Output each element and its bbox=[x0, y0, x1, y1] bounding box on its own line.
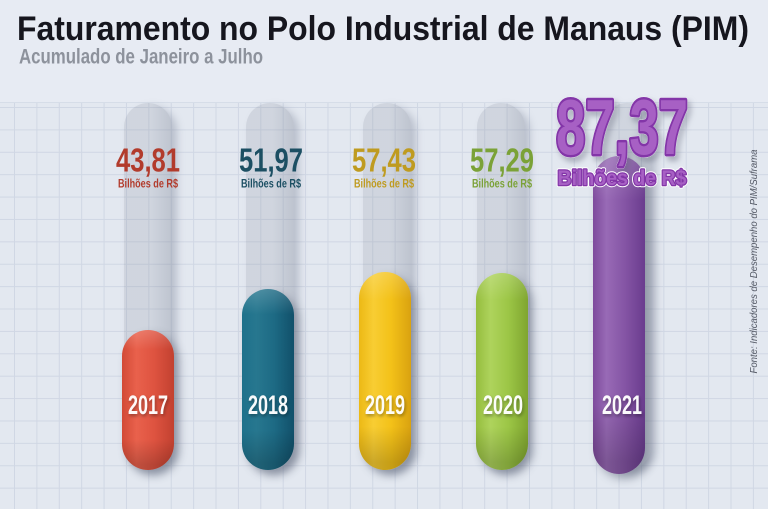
svg-text:43,81: 43,81 bbox=[116, 142, 180, 179]
svg-text:2018: 2018 bbox=[248, 390, 288, 420]
svg-text:51,97: 51,97 bbox=[239, 142, 303, 179]
svg-text:87,37: 87,37 bbox=[556, 83, 688, 171]
svg-text:Acumulado de Janeiro a Julho: Acumulado de Janeiro a Julho bbox=[19, 46, 263, 69]
svg-text:Bilhões de R$: Bilhões de R$ bbox=[354, 179, 414, 191]
svg-text:2017: 2017 bbox=[128, 390, 168, 420]
svg-text:Fonte: Indicadores de Desempen: Fonte: Indicadores de Desempenho do PIM/… bbox=[748, 149, 760, 373]
svg-text:2019: 2019 bbox=[365, 390, 405, 420]
svg-text:Bilhões de R$: Bilhões de R$ bbox=[241, 179, 301, 191]
svg-text:Faturamento no Polo Industrial: Faturamento no Polo Industrial de Manaus… bbox=[17, 10, 749, 48]
svg-text:2021: 2021 bbox=[602, 390, 642, 420]
svg-text:Bilhões de R$: Bilhões de R$ bbox=[558, 167, 687, 190]
svg-text:Bilhões de R$: Bilhões de R$ bbox=[558, 167, 687, 190]
svg-text:57,29: 57,29 bbox=[470, 142, 534, 179]
svg-text:57,43: 57,43 bbox=[352, 142, 416, 179]
svg-text:2020: 2020 bbox=[483, 390, 523, 420]
svg-text:87,37: 87,37 bbox=[556, 83, 688, 171]
svg-text:Bilhões de R$: Bilhões de R$ bbox=[118, 179, 178, 191]
svg-text:Bilhões de R$: Bilhões de R$ bbox=[472, 179, 532, 191]
